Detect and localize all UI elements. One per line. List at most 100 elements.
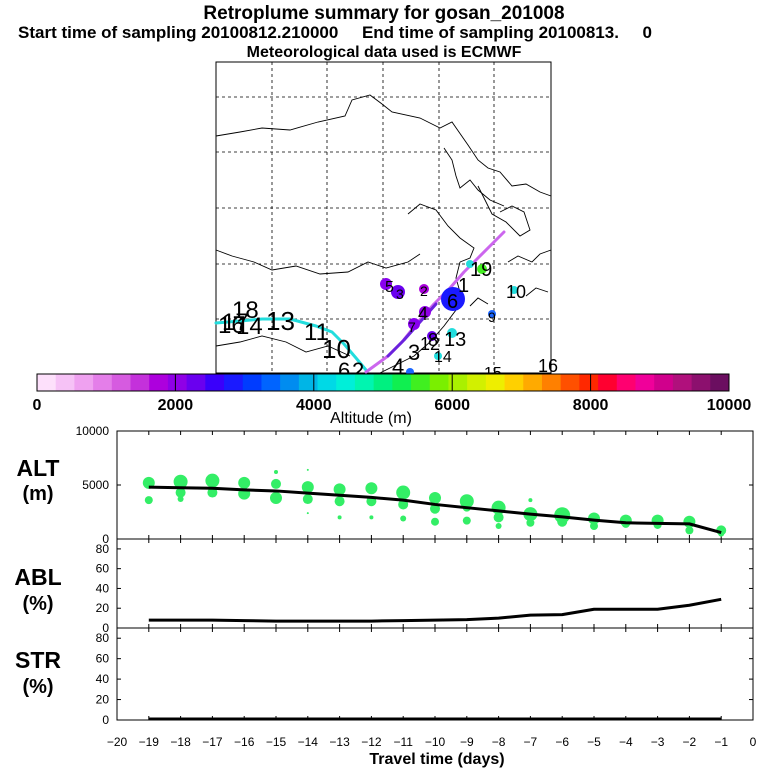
x-tick-label: −20 xyxy=(107,735,128,749)
y-tick-label: 0 xyxy=(102,621,109,635)
map-label-12: 12 xyxy=(420,334,440,354)
x-tick-label: 0 xyxy=(750,735,757,749)
trajectory-map: 5 3 2 6 1 4 7 8 13 14 19 10 9 15 16 16 1… xyxy=(214,61,558,383)
plume-cluster-point xyxy=(369,515,374,520)
day-labels: 5 3 2 6 1 4 7 8 13 14 19 10 9 15 16 16 1… xyxy=(218,259,558,383)
colorbar-cell xyxy=(560,374,580,391)
map-label-5: 5 xyxy=(385,279,394,296)
plume-cluster-point xyxy=(495,523,502,530)
colorbar-cell xyxy=(55,374,75,391)
colorbar-cell xyxy=(111,374,132,391)
colorbar-cell xyxy=(429,374,449,391)
x-tick-label: −7 xyxy=(524,735,538,749)
x-tick-label: −11 xyxy=(393,735,413,749)
plume-cluster-point xyxy=(238,476,251,489)
x-axis-label: Travel time (days) xyxy=(369,751,504,768)
plume-cluster-point xyxy=(429,491,441,504)
alt-panel-unit: (m) xyxy=(22,483,53,505)
plume-cluster-point xyxy=(306,468,309,471)
colorbar-cell xyxy=(448,374,468,391)
map-label-19: 19 xyxy=(470,259,492,281)
cluster-17 xyxy=(466,260,474,268)
y-tick-label: 80 xyxy=(96,542,110,556)
colorbar-cell xyxy=(654,374,674,391)
colorbar-cell xyxy=(485,374,506,391)
plume-cluster-point xyxy=(271,478,281,489)
map-label-10: 10 xyxy=(506,282,526,302)
colorbar-cell xyxy=(710,374,730,391)
colorbar-tick-label: 10000 xyxy=(707,397,752,414)
map-label-1: 1 xyxy=(458,275,469,297)
y-tick-label: 20 xyxy=(96,693,110,707)
map-label-6: 6 xyxy=(447,291,458,313)
x-tick-label: −3 xyxy=(651,735,665,749)
colorbar-cell xyxy=(354,374,375,391)
x-tick-label: −13 xyxy=(329,735,350,749)
x-tick-label: −6 xyxy=(555,735,569,749)
map-label-7: 7 xyxy=(408,319,416,335)
plume-cluster-point xyxy=(493,512,504,523)
trajectory-westerly xyxy=(214,317,368,372)
map-label-9: 9 xyxy=(488,309,496,325)
str-panel-unit: (%) xyxy=(22,676,53,698)
colorbar-cell xyxy=(598,374,618,391)
x-tick-label: −15 xyxy=(266,735,287,749)
panel-str: 0 20 40 60 80 xyxy=(96,627,754,727)
y-tick-label: 10000 xyxy=(76,424,110,438)
chart-title: Retroplume summary for gosan_201008 xyxy=(203,3,565,24)
colorbar-cell xyxy=(336,374,356,391)
cluster-5 xyxy=(380,278,392,290)
colorbar-cell xyxy=(149,374,169,391)
colorbar-cell xyxy=(167,374,188,391)
colorbar-cell xyxy=(317,374,337,391)
plume-cluster-point xyxy=(333,483,346,496)
cluster-3 xyxy=(391,285,405,299)
colorbar-cell xyxy=(242,374,262,391)
plume-cluster-point xyxy=(430,503,440,514)
plume-cluster-point xyxy=(175,487,186,498)
colorbar-cell xyxy=(280,374,300,391)
x-tick-label: −5 xyxy=(587,735,601,749)
colorbar-cell xyxy=(672,374,693,391)
series-line-abl xyxy=(148,597,722,623)
map-label-17: 17 xyxy=(222,309,249,336)
map-label-13: 13 xyxy=(444,329,466,351)
plume-cluster-point xyxy=(590,522,598,531)
panel-frame xyxy=(116,538,754,629)
colorbar-tick-label: 6000 xyxy=(434,397,470,414)
colorbar-cell xyxy=(224,374,244,391)
panel-alt: 0 5000 10000 xyxy=(76,424,754,546)
sampling-time-line: Start time of sampling 20100812.210000 E… xyxy=(18,23,653,42)
plume-cluster-point xyxy=(173,474,188,489)
y-tick-label: 20 xyxy=(96,601,110,615)
y-tick-label: 80 xyxy=(96,631,110,645)
plume-cluster-point xyxy=(302,494,313,505)
colorbar-cell xyxy=(691,374,711,391)
colorbar-cell xyxy=(130,374,150,391)
map-label-11: 11 xyxy=(304,319,329,346)
alt-panel-label: ALT xyxy=(16,455,59,481)
colorbar-cell xyxy=(298,374,319,391)
colorbar-cell xyxy=(411,374,431,391)
plume-cluster-point xyxy=(274,470,278,475)
y-tick-label: 60 xyxy=(96,562,110,576)
coastlines-borders xyxy=(215,94,552,374)
plume-cluster-point xyxy=(334,496,345,507)
x-tick-label: −1 xyxy=(714,735,728,749)
colorbar-cell xyxy=(373,374,393,391)
colorbar-cell xyxy=(93,374,113,391)
cluster-4 xyxy=(419,306,431,318)
cluster-19 xyxy=(477,264,487,274)
cluster-7 xyxy=(408,318,420,330)
plume-cluster-point xyxy=(270,491,282,504)
plume-cluster-point xyxy=(685,526,694,535)
plume-cluster-point xyxy=(301,481,314,494)
y-tick-label: 5000 xyxy=(82,478,109,492)
map-label-16b: 16 xyxy=(218,312,245,339)
plume-cluster-point xyxy=(431,517,439,526)
colorbar-cell xyxy=(205,374,225,391)
colorbar-cell xyxy=(186,374,206,391)
x-tick-label: −14 xyxy=(298,735,319,749)
colorbar-tick-label: 2000 xyxy=(158,397,194,414)
cluster-2 xyxy=(419,284,429,294)
